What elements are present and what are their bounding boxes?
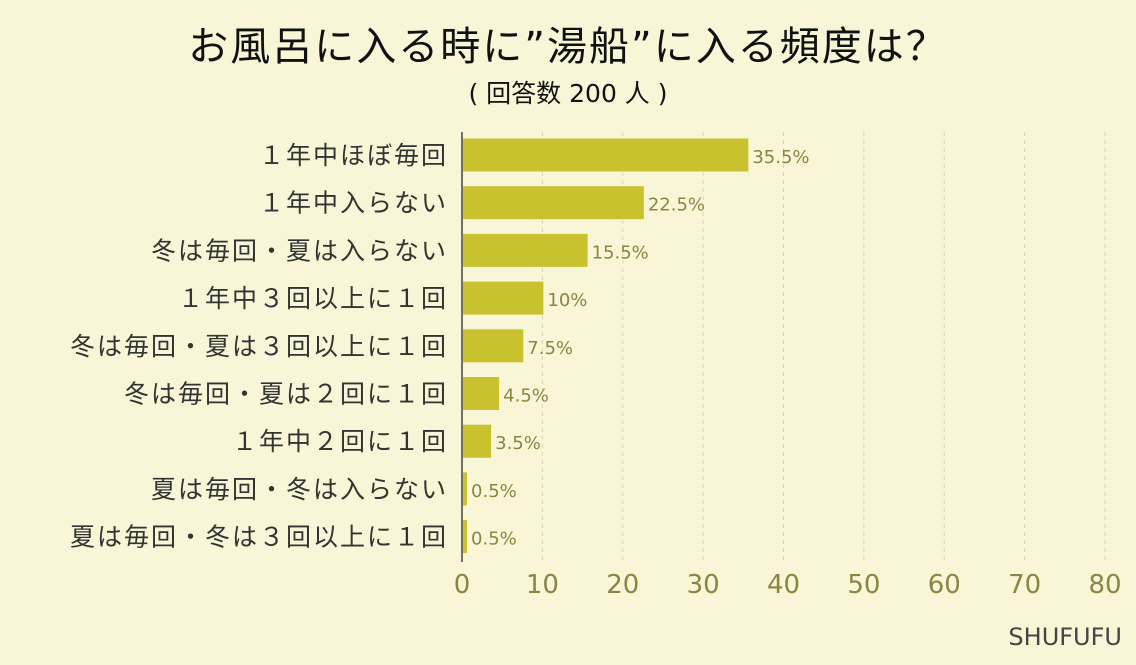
category-label: １年中入らない [259, 189, 448, 218]
x-tick-label: 70 [1008, 570, 1041, 600]
bars [463, 138, 749, 554]
category-label: １年中２回に１回 [232, 427, 448, 456]
chart-subtitle: ( 回答数 200 人 ) [468, 79, 668, 108]
labels: 0 10 20 30 40 50 60 70 80 １年中ほぼ毎回 35.5% １年中入らない 22.5… [70, 141, 1122, 600]
data-label: 7.5% [527, 338, 573, 359]
bar [463, 377, 500, 410]
data-label: 0.5% [471, 529, 517, 550]
category-label: 冬は毎回・夏は入らない [151, 236, 448, 265]
category-label: 冬は毎回・夏は３回以上に１回 [70, 332, 448, 361]
bar [463, 520, 468, 554]
x-tick-label: 60 [928, 570, 961, 600]
category-label: 冬は毎回・夏は２回に１回 [124, 380, 448, 409]
bar [463, 424, 492, 458]
data-label: 3.5% [495, 433, 541, 454]
x-tick-label: 0 [454, 570, 471, 600]
bar [463, 138, 749, 172]
source-label: SHUFUFU [1008, 623, 1122, 651]
bar [463, 472, 468, 506]
data-label: 4.5% [503, 386, 549, 407]
x-tick-label: 40 [767, 570, 800, 600]
x-tick-label: 50 [847, 570, 880, 600]
x-tick-label: 20 [606, 570, 639, 600]
data-label: 15.5% [592, 242, 649, 263]
bar [463, 233, 588, 267]
category-label: １年中３回以上に１回 [178, 284, 448, 313]
data-label: 35.5% [752, 147, 809, 168]
data-label: 22.5% [648, 195, 705, 216]
bar [463, 281, 544, 315]
category-label: １年中ほぼ毎回 [259, 141, 448, 170]
category-label: 夏は毎回・冬は入らない [151, 475, 448, 504]
category-label: 夏は毎回・冬は３回以上に１回 [70, 523, 448, 552]
x-tick-label: 30 [687, 570, 720, 600]
x-tick-label: 80 [1088, 570, 1121, 600]
grid-lines [461, 132, 1106, 562]
chart-title: お風呂に入る時に”湯船”に入る頻度は？ [188, 24, 948, 70]
x-tick-label: 10 [526, 570, 559, 600]
data-label: 10% [547, 290, 587, 311]
bar [463, 186, 644, 220]
bar [463, 329, 524, 363]
data-label: 0.5% [471, 481, 517, 502]
